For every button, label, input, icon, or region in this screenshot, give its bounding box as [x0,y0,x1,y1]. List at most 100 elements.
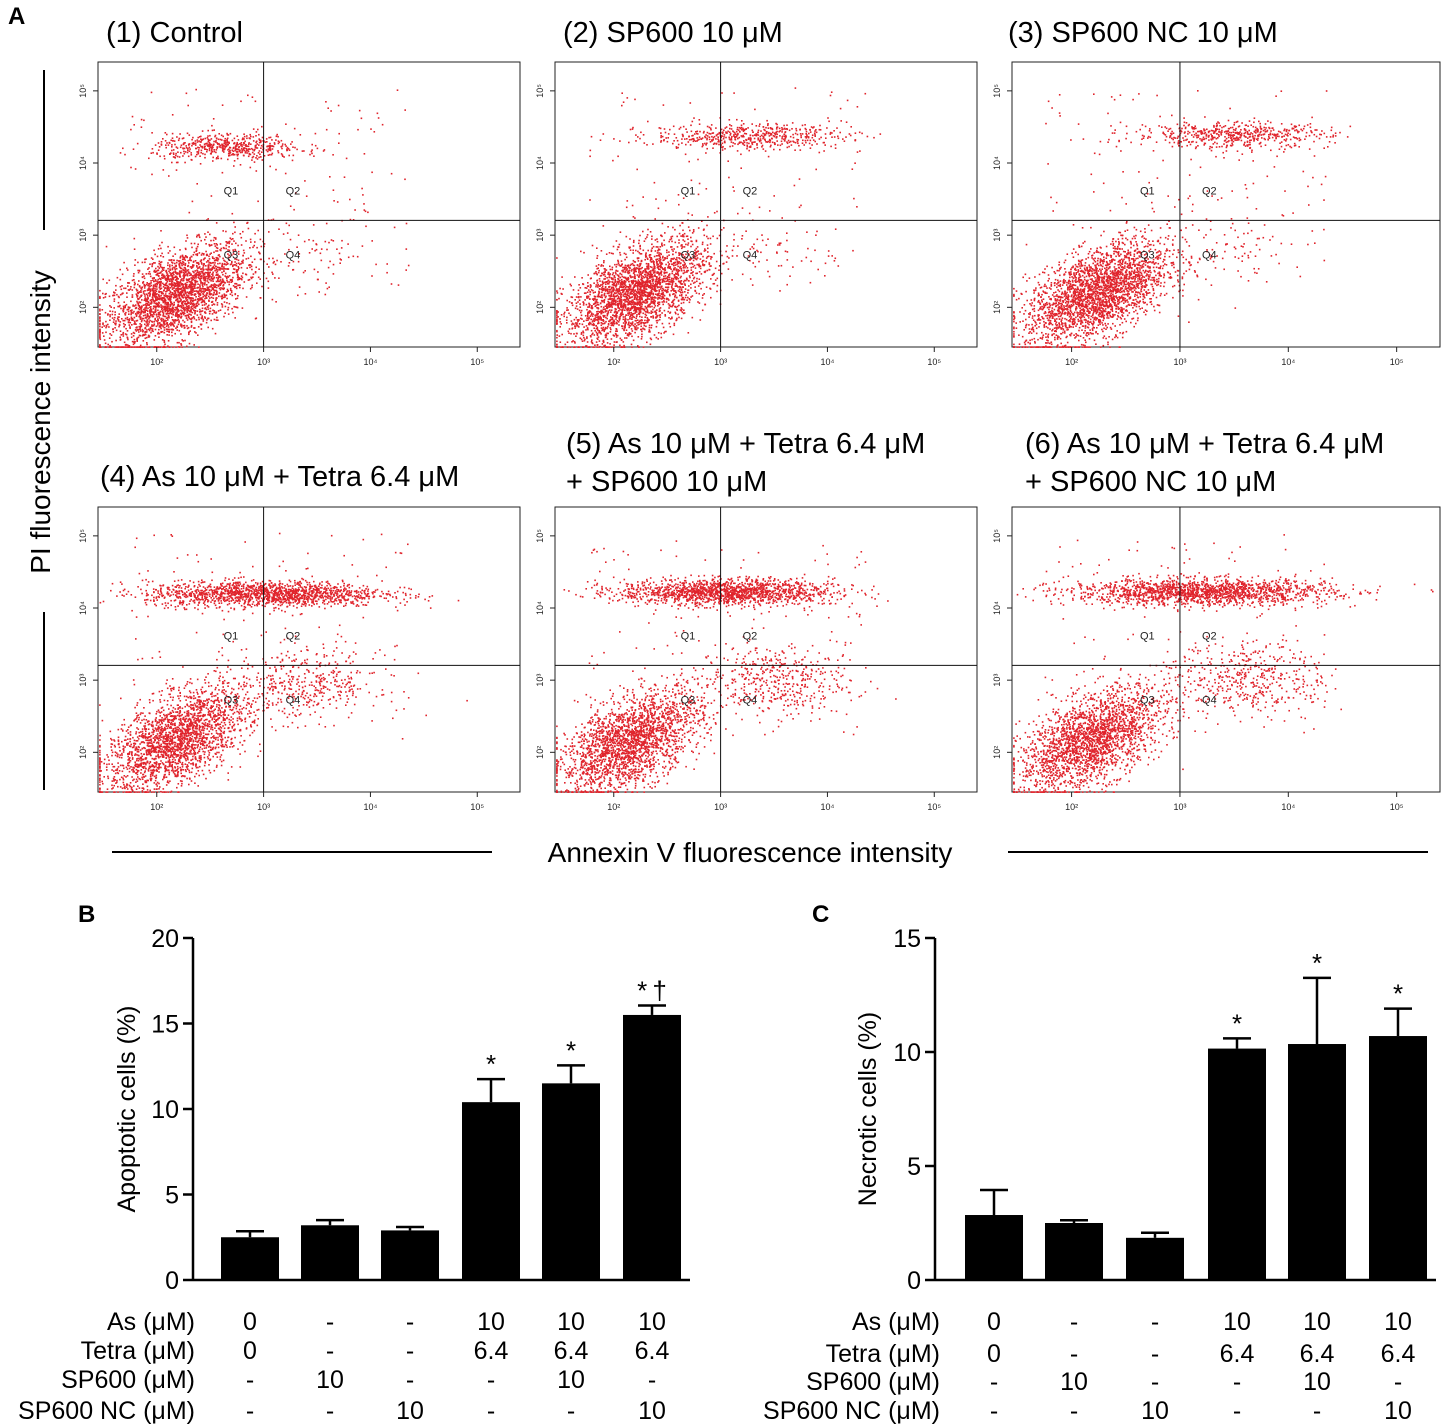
flow-dots [556,87,882,348]
flow-event-dot [99,297,101,299]
flow-event-dot [605,336,607,338]
flow-event-dot [650,338,653,341]
flow-event-dot [679,276,682,279]
flow-event-dot [175,311,178,313]
flow-event-dot [569,314,572,316]
flow-event-dot [182,319,184,322]
flow-event-dot [122,319,124,322]
flow-event-dot [653,289,655,291]
flow-event-dot [634,310,637,312]
flow-event-dot [194,282,197,284]
flow-event-dot [190,292,192,295]
flow-event-dot [141,346,143,348]
flow-event-dot [194,293,197,295]
flow-event-dot [100,346,102,348]
flow-event-dot [642,280,645,283]
flow-event-dot [237,244,239,247]
flow-event-dot [680,268,682,270]
flow-event-dot [712,283,715,285]
flow-event-dot [196,264,198,267]
flow-event-dot [188,342,191,345]
flow-event-dot [190,255,193,258]
flow-event-dot [172,156,175,158]
flow-event-dot [622,291,624,293]
flow-event-dot [227,153,230,155]
flow-event-dot [122,335,125,337]
flow-event-dot [247,145,250,148]
flow-event-dot [199,284,201,286]
flow-event-dot [311,152,313,155]
flow-event-dot [639,234,641,237]
flow-event-dot [316,147,319,150]
flow-event-dot [157,282,159,284]
flow-event-dot [155,297,157,299]
flow-event-dot [668,293,671,296]
flow-event-dot [235,282,237,285]
flow-event-dot [169,312,171,314]
flow-event-dot [680,275,682,278]
flow-event-dot [386,263,388,265]
flow-event-dot [223,266,225,268]
flow-event-dot [182,340,184,342]
flow-event-dot [138,301,140,303]
flow-event-dot [188,292,191,294]
flow-event-dot [174,319,177,321]
flow-event-dot [646,258,649,260]
flow-event-dot [676,246,679,248]
flow-event-dot [623,295,626,298]
flow-event-dot [196,310,199,312]
flow-event-dot [158,322,161,324]
flow-event-dot [171,114,174,116]
flow-event-dot [215,299,217,302]
flow-event-dot [202,277,205,280]
flow-event-dot [156,255,159,258]
flow-event-dot [113,316,116,319]
flow-event-dot [204,312,207,314]
flow-event-dot [626,308,628,311]
flow-event-dot [638,288,641,291]
flow-event-dot [246,152,248,154]
flow-event-dot [152,262,155,264]
flow-event-dot [601,291,603,294]
flow-event-dot [159,325,161,327]
flow-event-dot [370,128,372,130]
flow-event-dot [119,293,122,296]
flow-event-dot [183,288,186,290]
flow-event-dot [301,150,304,152]
flow-event-dot [217,280,219,283]
flow-event-dot [559,318,561,320]
flow-event-dot [178,137,181,140]
flow-dots [99,88,410,348]
flow-event-dot [228,152,231,155]
flow-event-dot [607,306,609,308]
flow-event-dot [185,315,188,317]
flow-event-dot [210,276,213,279]
flow-event-dot [633,316,636,319]
flow-event-dot [663,332,665,334]
flow-event-dot [237,250,240,253]
flow-event-dot [119,330,122,332]
flow-event-dot [363,209,366,211]
flow-event-dot [636,319,639,321]
flow-event-dot [151,324,153,326]
flow-event-dot [152,312,155,314]
flow-event-dot [225,244,228,247]
flow-event-dot [404,109,406,111]
flow-event-dot [164,323,166,326]
flow-event-dot [184,282,187,285]
flow-event-dot [160,304,162,306]
flow-event-dot [610,252,613,255]
flow-event-dot [690,296,692,298]
flow-event-dot [143,299,146,302]
flow-event-dot [597,329,599,331]
flow-event-dot [606,288,608,290]
flow-event-dot [291,159,294,162]
flow-event-dot [133,338,136,341]
flow-event-dot [198,236,201,239]
flow-event-dot [164,293,167,295]
flow-event-dot [163,341,166,343]
flow-event-dot [212,271,214,274]
flow-event-dot [618,316,621,318]
flow-event-dot [151,132,153,134]
flow-event-dot [183,310,186,312]
